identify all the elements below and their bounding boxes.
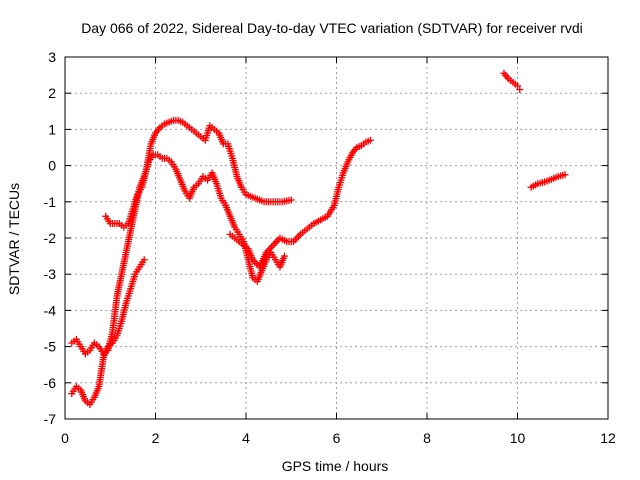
- y-tick-label: 2: [48, 85, 56, 101]
- y-tick-label: 1: [48, 121, 56, 137]
- y-tick-label: -6: [44, 375, 57, 391]
- y-tick-label: -3: [44, 266, 57, 282]
- y-tick-label: -7: [44, 411, 57, 427]
- y-axis-label: SDTVAR / TECUs: [6, 183, 22, 295]
- y-tick-label: -4: [44, 302, 57, 318]
- x-tick-label: 4: [242, 430, 250, 446]
- data-point: [516, 86, 524, 94]
- x-tick-label: 8: [423, 430, 431, 446]
- data-point: [140, 256, 148, 264]
- data-markers: [68, 69, 569, 409]
- data-point: [561, 171, 569, 179]
- grid: [65, 57, 608, 419]
- y-tick-label: -1: [44, 194, 57, 210]
- x-tick-label: 12: [600, 430, 616, 446]
- y-tick-label: 3: [48, 49, 56, 65]
- x-axis-label: GPS time / hours: [282, 458, 389, 474]
- x-tick-label: 10: [510, 430, 526, 446]
- data-point: [366, 136, 374, 144]
- y-tick-label: -2: [44, 230, 57, 246]
- y-tick-label: -5: [44, 339, 57, 355]
- data-point: [287, 196, 295, 204]
- chart-title: Day 066 of 2022, Sidereal Day-to-day VTE…: [81, 20, 583, 36]
- data-point: [514, 82, 521, 90]
- x-tick-label: 6: [333, 430, 341, 446]
- x-tick-label: 2: [152, 430, 160, 446]
- x-tick-label: 0: [61, 430, 69, 446]
- data-point: [280, 252, 288, 260]
- y-tick-label: 0: [48, 158, 56, 174]
